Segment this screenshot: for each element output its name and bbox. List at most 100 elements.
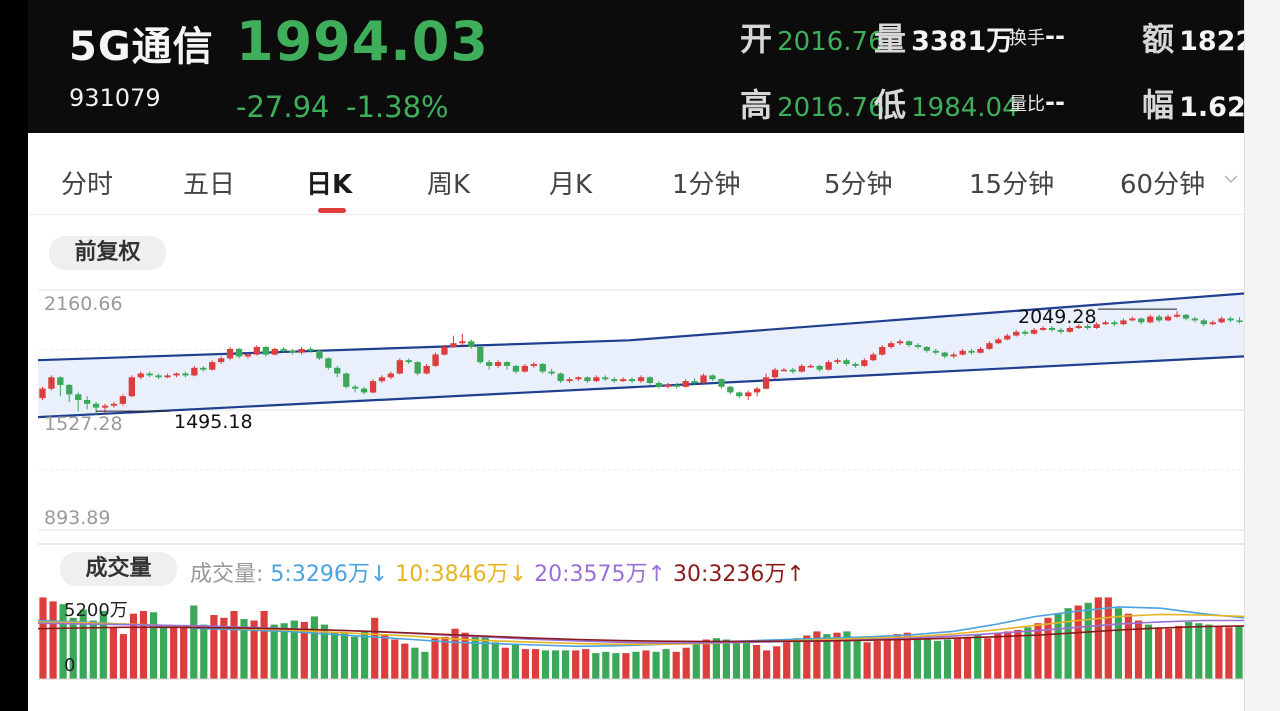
candle (539, 364, 546, 372)
volume-bar (1175, 625, 1183, 679)
volume-bar (994, 632, 1002, 679)
candle (1120, 320, 1127, 325)
candle (718, 379, 725, 387)
candle (1093, 324, 1100, 328)
volume-axis-label: 5200万 (64, 600, 128, 621)
tab-weekly-k[interactable]: 周K (427, 170, 471, 200)
candle (128, 377, 135, 397)
volume-bar (79, 609, 87, 679)
candle (789, 369, 796, 372)
candle (548, 371, 555, 374)
candle (1209, 322, 1216, 325)
candle (512, 365, 520, 372)
volume-bar (773, 646, 781, 679)
candle (530, 364, 537, 366)
candle (334, 367, 341, 374)
tab-15min[interactable]: 15分钟 (969, 170, 1055, 200)
tab-monthly-k[interactable]: 月K (549, 170, 593, 200)
low-label: 低 (874, 86, 907, 124)
volume-bar (481, 636, 489, 679)
volume-bar (150, 612, 158, 679)
candle (289, 350, 296, 353)
volume-bar (863, 642, 871, 679)
candle (780, 369, 788, 372)
candle (1173, 314, 1181, 317)
volume-bar (1134, 620, 1143, 679)
open-stat: 开 2016.76 (740, 14, 885, 60)
tab-intraday[interactable]: 分时 (61, 170, 114, 200)
candle (182, 373, 189, 376)
volume-bar (1074, 605, 1082, 679)
volume-bar (662, 649, 670, 679)
volume-indicator-button[interactable]: 成交量 (60, 552, 177, 586)
candle (870, 354, 877, 361)
active-tab-indicator (318, 208, 346, 213)
volume-bar (642, 650, 650, 679)
candle (360, 388, 368, 393)
adjust-mode-button[interactable]: 前复权 (49, 236, 166, 270)
candle (450, 343, 457, 347)
volume-bar (491, 642, 499, 679)
volume-bar (190, 605, 198, 679)
volume-bar (954, 638, 962, 679)
volume-bar (521, 649, 529, 679)
high-annotation: 2049.28 (1018, 306, 1097, 328)
volume-bar (1185, 621, 1193, 679)
tab-five-day[interactable]: 五日 (183, 170, 236, 200)
volume-bar (250, 620, 258, 679)
tab-daily-k[interactable]: 日K (306, 170, 353, 200)
volume-bar (541, 650, 550, 679)
candle (414, 362, 421, 374)
volume-bar (1195, 623, 1203, 679)
volume-bar (501, 647, 509, 679)
candle (575, 377, 582, 380)
turnover-stat: 换手-- (1009, 22, 1065, 50)
volume-bar (793, 638, 801, 679)
volume-bar (873, 640, 881, 679)
candle (39, 388, 46, 399)
candle (664, 384, 671, 387)
candle (200, 367, 207, 370)
volume-bar (692, 642, 700, 679)
candle (423, 365, 430, 374)
trend-channel-fill (38, 293, 1244, 418)
candle (557, 373, 564, 382)
candle (218, 358, 225, 363)
candle (798, 365, 805, 372)
candle (628, 379, 636, 382)
volume-stat-label: 量 (874, 20, 907, 58)
volume-bar (753, 645, 761, 679)
volume-bar (1144, 624, 1153, 679)
volume-bar (843, 631, 851, 679)
volume-bar (461, 632, 469, 679)
tab-1min[interactable]: 1分钟 (672, 170, 741, 200)
candle (941, 352, 948, 357)
index-code: 931079 (69, 84, 161, 112)
volume-bar (722, 639, 730, 679)
candle (146, 373, 153, 376)
candle (521, 365, 528, 372)
volume-bar (451, 628, 459, 679)
candle (691, 381, 698, 383)
candle (611, 379, 618, 382)
amount-label: 额 (1142, 20, 1175, 58)
volume-bar (883, 636, 891, 679)
volume-bar (320, 624, 328, 679)
index-name: 5G通信 (69, 24, 214, 70)
chevron-down-icon[interactable] (1224, 174, 1238, 184)
volume-bar (1205, 624, 1213, 679)
candle (405, 360, 412, 363)
candle (602, 377, 609, 380)
tab-60min[interactable]: 60分钟 (1120, 170, 1206, 200)
volume-bar (763, 650, 771, 679)
volume-bar (1094, 597, 1102, 679)
candle (825, 362, 832, 370)
candle (950, 354, 957, 357)
candle (637, 377, 645, 382)
price-change: -27.94 (236, 90, 330, 124)
candle (959, 350, 966, 355)
side-panel-edge (1244, 0, 1280, 711)
tab-5min[interactable]: 5分钟 (824, 170, 893, 200)
volume-legend: 成交量: 5:3296万↓ 10:3846万↓ 20:3575万↑ 30:323… (190, 562, 805, 587)
candle (968, 350, 975, 353)
